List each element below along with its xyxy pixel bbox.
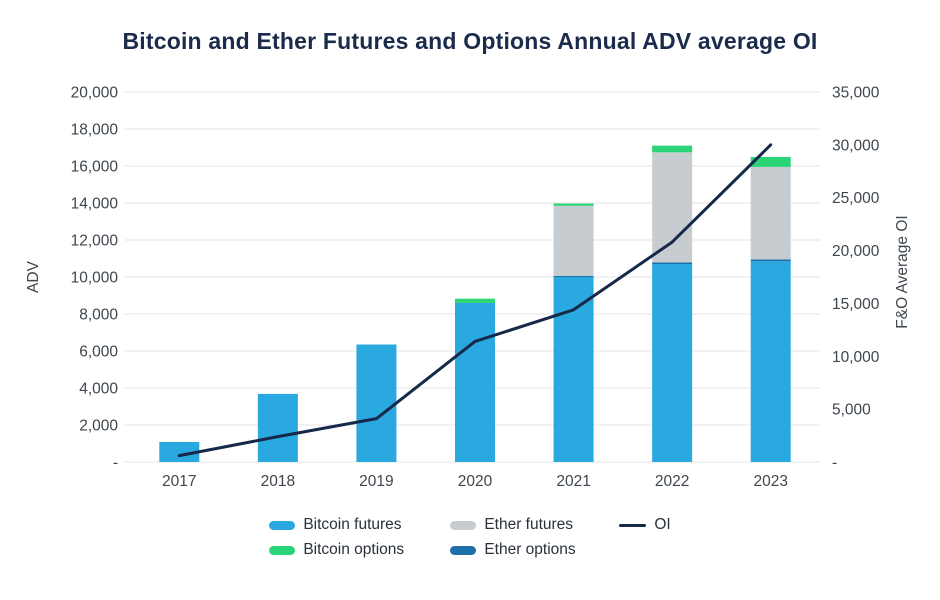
bar-segment-ether-options [652,262,693,265]
left-axis-tick-label: 16,000 [71,159,119,176]
right-axis-tick-labels: - 5,000 10,000 15,000 20,000 25,000 30,000 35,0… [832,85,880,472]
bar-segment-bitcoin-options [652,145,693,153]
bar-segment-bitcoin-options [553,203,594,206]
legend-swatch-oi [619,523,647,527]
left-axis-tick-label: 18,000 [71,122,119,139]
left-axis-title: ADV [25,260,42,293]
bar-segment-ether-options [750,259,791,262]
chart-svg: - 2,000 4,000 6,000 8,000 10,000 12,000 14,000 1… [25,85,911,491]
bar-segment-bitcoin-futures [553,277,594,462]
legend-label: OI [654,516,671,533]
legend-swatch-ether-options [450,545,477,555]
x-axis-label: 2019 [359,473,393,490]
legend-label: Bitcoin options [303,541,405,558]
x-axis-labels: 2017 2018 2019 2020 2021 2022 2023 [162,473,788,490]
x-axis-label: 2017 [162,473,196,490]
bar-segment-bitcoin-futures [159,442,200,462]
oi-line [177,143,773,458]
legend-grid: Bitcoin futures Ether futures OI Bitcoin op… [269,516,671,559]
left-axis-tick-label: 10,000 [71,270,119,287]
legend-empty-cell [619,541,670,559]
bar-segment-bitcoin-futures [750,261,791,462]
bar-segment-ether-options [553,275,594,277]
chart-legend: Bitcoin futures Ether futures OI Bitcoin op… [0,516,940,559]
oi-line-path [177,143,773,458]
legend-item-ether-options: Ether options [450,541,619,559]
legend-label: Ether futures [484,516,574,533]
legend-swatch-ether-futures [450,520,477,530]
left-axis-tick-label: 8,000 [79,307,118,324]
legend-item-ether-futures: Ether futures [450,516,619,534]
right-axis-tick-label: 30,000 [832,137,880,154]
left-axis-tick-label: 6,000 [79,344,118,361]
bar-segment-bitcoin-futures [356,344,397,462]
right-axis-tick-label: 20,000 [832,243,880,260]
x-axis-label: 2021 [556,473,590,490]
right-axis-tick-label: 5,000 [832,402,871,419]
x-axis-label: 2020 [458,473,493,490]
legend-item-bitcoin-options: Bitcoin options [269,541,450,559]
legend-item-oi: OI [619,516,671,534]
bar-segment-ether-futures [750,166,791,260]
bar-stacks [159,145,791,462]
bar-segment-bitcoin-options [750,156,791,167]
right-axis-tick-label: 10,000 [832,349,880,366]
left-axis-tick-label: 4,000 [79,381,118,398]
x-axis-label: 2018 [261,473,295,490]
chart-title: Bitcoin and Ether Futures and Options An… [122,28,818,54]
right-axis-tick-label: 35,000 [832,85,880,102]
left-axis-tick-label: 20,000 [71,85,119,102]
bar-segment-bitcoin-futures [455,302,495,462]
legend-swatch-bitcoin-options [269,545,296,555]
bar-segment-bitcoin-futures [257,393,298,462]
x-axis-label: 2022 [655,473,689,490]
left-axis-tick-labels: - 2,000 4,000 6,000 8,000 10,000 12,000 14,000 1… [71,85,119,472]
legend-label: Bitcoin futures [303,516,402,533]
bar-segment-bitcoin-futures [652,264,693,462]
right-axis-tick-label: 15,000 [832,296,880,313]
left-axis-tick-label: - [113,455,118,472]
x-axis-label: 2023 [753,473,787,490]
right-axis-tick-label: 25,000 [832,190,880,207]
right-axis-title: F&O Average OI [894,215,911,328]
right-axis-tick-label: - [832,455,837,472]
left-axis-tick-label: 2,000 [79,418,118,435]
left-axis-tick-label: 12,000 [71,233,119,250]
legend-swatch-bitcoin-futures [269,520,296,530]
legend-item-bitcoin-futures: Bitcoin futures [269,516,450,534]
bar-segment-bitcoin-options [455,298,495,303]
legend-label: Ether options [484,541,576,558]
bar-segment-ether-futures [553,205,594,276]
left-axis-tick-label: 14,000 [71,196,119,213]
bar-segment-ether-futures [652,152,693,263]
